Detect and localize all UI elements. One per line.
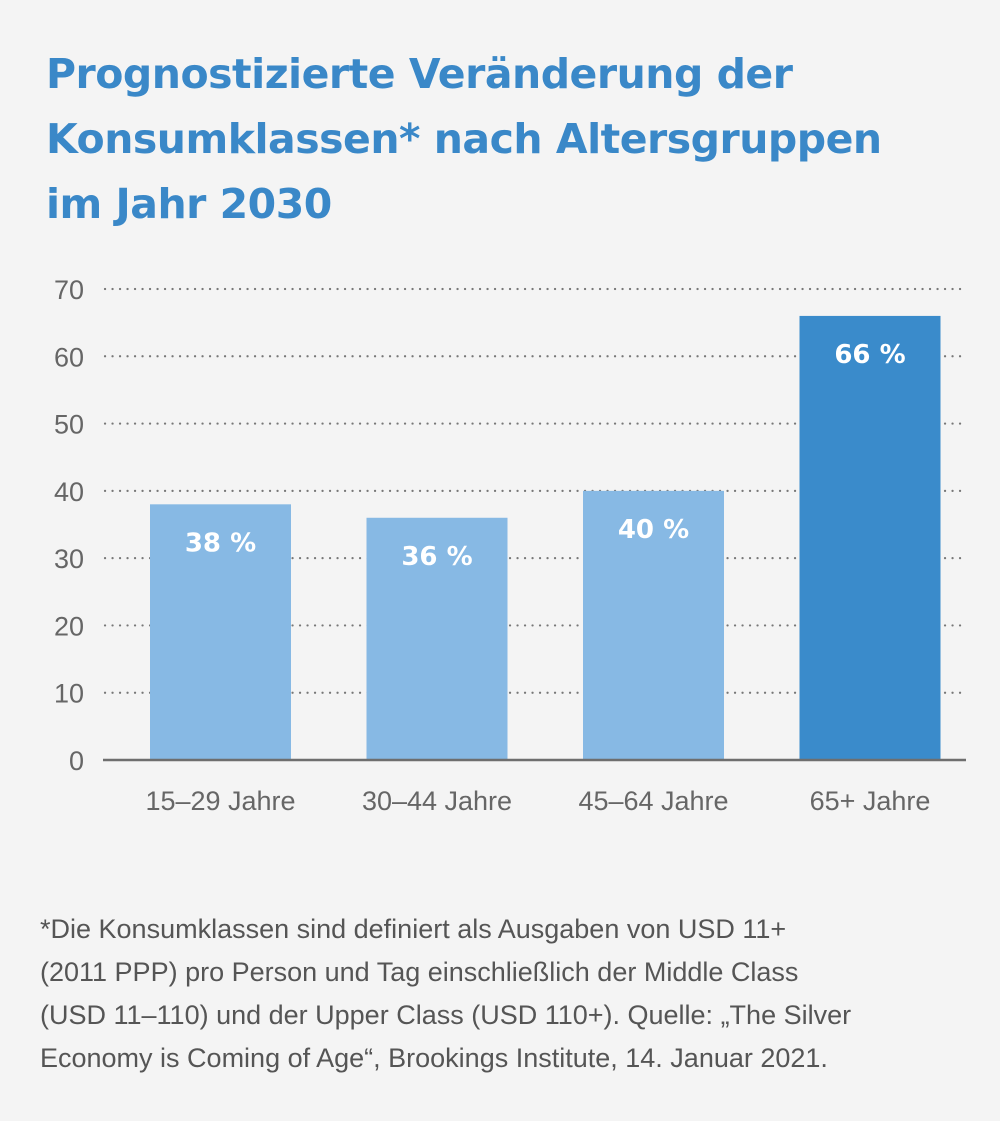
data-label: 66 % [834,340,905,370]
y-tick-label: 0 [69,746,84,776]
bar-chart: 0 10 20 30 40 50 60 70 38 % 15–29 Jahre 36 % 30–44 … [54,275,968,816]
footnote-line-1: *Die Konsumklassen sind definiert als Au… [40,914,787,944]
y-tick-label: 30 [54,544,84,574]
y-tick-label: 50 [54,410,84,440]
x-tick-label: 45–64 Jahre [578,786,728,816]
y-tick-label: 60 [54,342,84,372]
x-tick-label: 65+ Jahre [810,786,931,816]
footnote-line-4: Economy is Coming of Age“, Brookings Ins… [40,1043,828,1073]
y-tick-label: 20 [54,611,84,641]
y-tick-label: 40 [54,477,84,507]
footnote: *Die Konsumklassen sind definiert als Au… [40,908,960,1080]
x-tick-label: 30–44 Jahre [362,786,512,816]
bar [366,517,508,760]
data-label: 36 % [401,542,472,572]
footnote-line-3: (USD 11–110) und der Upper Class (USD 11… [40,1000,852,1030]
y-tick-label: 10 [54,679,84,709]
chart-title-line-2: Konsumklassen* nach Altersgruppen [46,115,882,163]
footnote-line-2: (2011 PPP) pro Person und Tag einschließ… [40,957,799,987]
data-label: 40 % [618,515,689,545]
bar [583,490,724,760]
chart-title-line-3: im Jahr 2030 [46,180,332,228]
chart-title: Prognostizierte Veränderung der Konsumkl… [46,42,946,237]
bar [150,504,291,760]
chart-title-line-1: Prognostizierte Veränderung der [46,50,793,98]
x-tick-label: 15–29 Jahre [145,786,295,816]
y-tick-label: 70 [54,275,84,305]
data-label: 38 % [185,528,256,558]
bar [799,315,941,760]
